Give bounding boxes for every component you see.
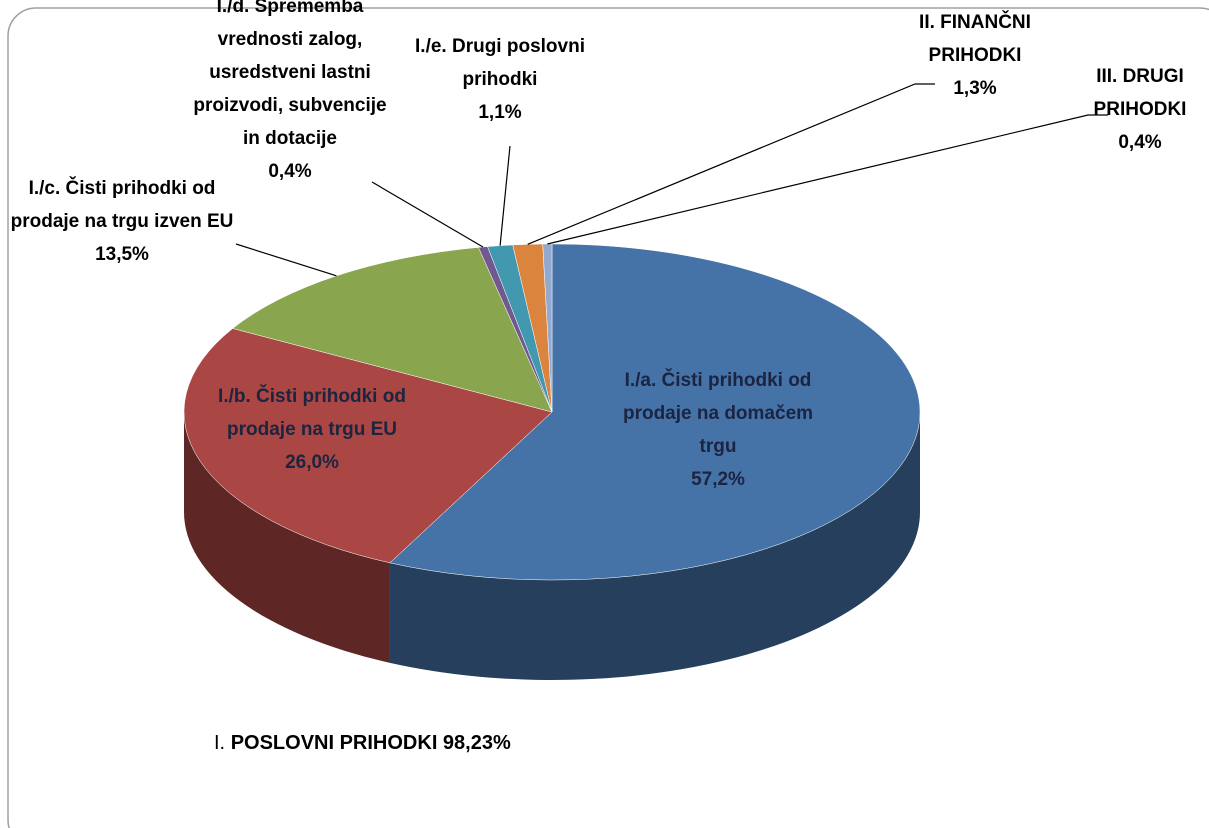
data-label: I./d. Sprememba vrednosti zalog, usredst… [190,0,390,188]
slice [389,243,921,581]
data-label: I./e. Drugi poslovni prihodki 1,1% [385,30,615,129]
annotation-text: POSLOVNI PRIHODKI 98,23% [230,732,511,754]
category-label: I./c. Čisti prihodki od prodaje na trgu … [10,178,234,232]
category-label: I./b. Čisti prihodki od prodaje na trgu … [218,386,406,440]
leader-line [371,181,484,248]
leader-line [527,83,935,245]
data-label: I./b. Čisti prihodki od prodaje na trgu … [202,380,422,479]
category-label: II. FINANČNI PRIHODKI [919,12,1031,66]
leader-line [547,114,1108,245]
value-label: 57,2% [691,469,745,490]
slice-side [184,412,390,663]
slice [183,328,553,564]
slice-side [389,412,920,680]
value-label: 0,4% [268,161,312,182]
annotation-prefix: I. [214,732,226,754]
data-label: I./c. Čisti prihodki od prodaje na trgu … [4,172,240,271]
data-label: I./a. Čisti prihodki od prodaje na domač… [603,364,833,496]
value-label: 26,0% [285,452,339,473]
data-label: II. FINANČNI PRIHODKI 1,3% [900,6,1050,105]
annotation: I. POSLOVNI PRIHODKI 98,23% [214,732,511,755]
value-label: 0,4% [1118,132,1162,153]
value-label: 1,3% [953,78,997,99]
category-label: I./d. Sprememba vrednosti zalog, usredst… [193,0,387,149]
category-label: III. DRUGI PRIHODKI [1093,66,1187,120]
slice [232,247,553,413]
data-label: III. DRUGI PRIHODKI 0,4% [1080,60,1200,159]
leader-line [235,243,337,277]
value-label: 1,1% [478,102,522,123]
leader-line [499,145,511,246]
category-label: I./e. Drugi poslovni prihodki [415,36,585,90]
value-label: 13,5% [95,244,149,265]
category-label: I./a. Čisti prihodki od prodaje na domač… [622,370,814,457]
